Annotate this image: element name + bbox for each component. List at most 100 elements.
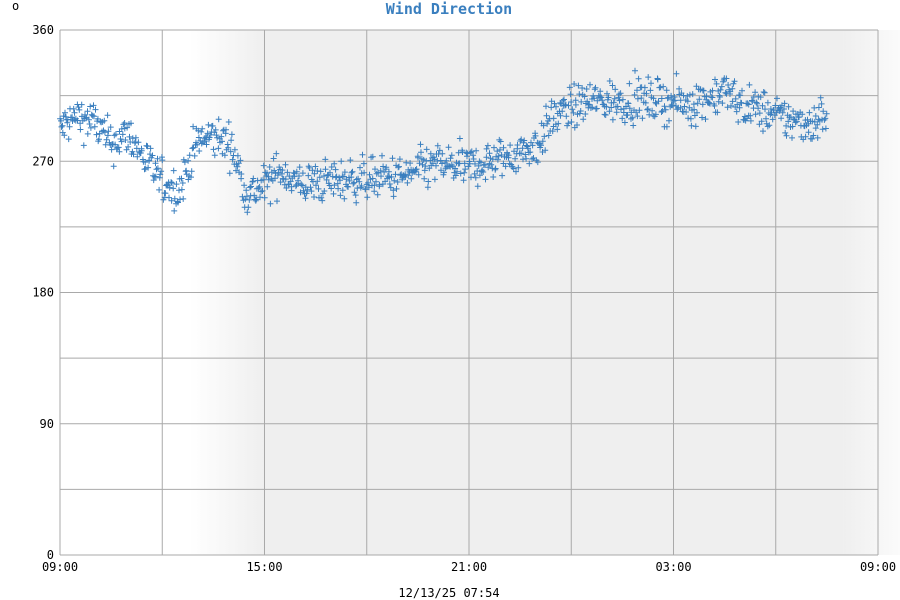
data-point — [298, 181, 305, 188]
data-point — [62, 109, 68, 116]
data-point — [242, 196, 249, 203]
data-point — [308, 188, 315, 195]
data-point — [369, 175, 376, 182]
data-point — [565, 102, 572, 109]
data-point — [812, 113, 819, 119]
data-point — [611, 95, 618, 102]
data-point — [78, 101, 85, 108]
data-point — [709, 94, 716, 101]
data-point — [58, 117, 64, 124]
data-point — [519, 145, 526, 152]
data-point — [785, 103, 792, 110]
data-point — [518, 136, 525, 143]
data-point — [729, 85, 736, 92]
data-point — [383, 164, 390, 171]
data-point — [818, 100, 825, 107]
data-point — [260, 176, 267, 183]
data-point — [404, 179, 411, 186]
data-point — [717, 86, 724, 93]
data-point — [302, 195, 309, 202]
data-point — [522, 151, 529, 158]
data-point — [634, 87, 640, 94]
y-tick-label: 270 — [32, 154, 54, 168]
data-point — [602, 112, 609, 118]
data-point — [267, 200, 274, 207]
data-point — [92, 106, 99, 113]
data-point — [529, 142, 536, 149]
data-point — [497, 146, 503, 153]
data-point — [484, 142, 491, 149]
data-point — [248, 183, 254, 190]
data-point — [350, 180, 357, 187]
data-point — [120, 121, 127, 128]
data-point — [305, 172, 312, 179]
x-tick-label: 03:00 — [655, 560, 691, 574]
data-point — [203, 141, 210, 148]
data-point — [374, 191, 381, 198]
data-point — [271, 167, 278, 174]
data-point — [792, 119, 799, 126]
data-point — [112, 131, 119, 138]
data-point — [690, 101, 697, 108]
data-point — [412, 168, 419, 175]
data-point — [719, 100, 726, 107]
data-point — [577, 108, 584, 114]
data-point — [814, 134, 821, 141]
data-point — [570, 109, 577, 116]
data-point — [756, 110, 763, 117]
data-point — [328, 164, 335, 170]
data-point — [384, 173, 391, 180]
data-point — [66, 123, 73, 130]
data-point — [747, 112, 754, 119]
data-point — [815, 104, 822, 111]
data-point — [806, 109, 813, 116]
data-point — [551, 100, 558, 107]
data-point — [116, 148, 123, 155]
data-point — [364, 194, 371, 201]
data-point — [540, 122, 547, 129]
data-point — [494, 148, 501, 155]
data-point — [483, 154, 490, 161]
data-point — [645, 106, 651, 112]
data-point — [457, 170, 464, 177]
data-point — [604, 90, 610, 97]
data-point — [591, 86, 598, 93]
data-point — [819, 126, 826, 133]
data-point — [543, 112, 550, 119]
data-point — [669, 102, 676, 109]
data-point — [166, 194, 172, 201]
data-point — [246, 196, 253, 203]
data-point — [388, 173, 395, 180]
data-point — [568, 119, 575, 125]
data-point — [132, 134, 139, 141]
data-point — [300, 187, 307, 194]
data-point — [361, 169, 368, 176]
data-point — [437, 157, 444, 164]
data-point — [618, 106, 624, 113]
data-point — [700, 87, 707, 94]
data-point — [108, 146, 115, 153]
data-point — [460, 177, 467, 184]
data-point — [261, 194, 268, 201]
data-point — [376, 181, 383, 188]
data-point — [712, 76, 718, 83]
data-point — [563, 113, 570, 120]
data-point — [194, 141, 201, 148]
data-point — [77, 126, 84, 133]
data-point — [227, 148, 234, 155]
data-point — [581, 93, 588, 100]
data-point — [178, 175, 185, 182]
data-point — [525, 145, 531, 152]
data-point — [277, 179, 284, 186]
data-point — [763, 120, 770, 127]
data-point — [378, 173, 384, 180]
data-point — [349, 168, 356, 175]
data-point — [471, 170, 478, 177]
data-point — [617, 90, 624, 97]
data-point — [152, 160, 159, 167]
data-point — [737, 92, 744, 99]
data-point — [639, 115, 646, 122]
data-point — [494, 156, 501, 163]
data-point — [781, 100, 788, 107]
data-point — [179, 180, 186, 186]
